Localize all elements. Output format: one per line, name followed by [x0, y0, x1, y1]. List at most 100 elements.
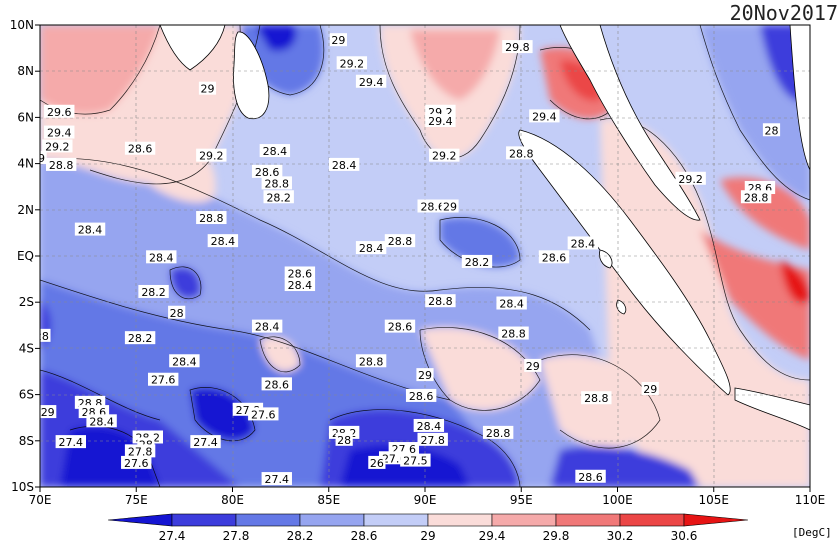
contour-label: 28 — [35, 330, 49, 343]
colorbar-tick-label: 28.6 — [351, 529, 378, 543]
contour-label: 28.8 — [501, 328, 526, 341]
lat-tick-label: 8N — [17, 64, 34, 78]
contour-label-bg — [581, 391, 612, 405]
contour-label: 26 — [370, 457, 384, 470]
contour-label: 27.6 — [124, 457, 149, 470]
contour-label-bg — [251, 164, 283, 178]
lon-tick-label: 80E — [221, 493, 244, 507]
contour-label-bg — [441, 199, 459, 213]
colorbar-arrow-high — [683, 513, 749, 527]
contour-label-bg — [416, 368, 434, 382]
contour-label-bg — [335, 432, 353, 446]
contour-label: 28.6 — [388, 321, 413, 334]
unit-label: [DegC] — [792, 526, 832, 539]
contour-label: 29 — [331, 34, 345, 47]
contour-label-bg — [146, 250, 177, 264]
contour-label: 28.4 — [332, 159, 357, 172]
contour-label-bg — [44, 104, 75, 118]
date-label: 20Nov2017 — [730, 1, 838, 25]
contour-label-bg — [355, 74, 387, 88]
contour-label: 29.2 — [678, 173, 703, 186]
contour-label: 29 — [643, 383, 657, 396]
contour-label-bg — [524, 358, 542, 372]
contour-label: 28.8 — [428, 295, 453, 308]
contour-label-bg — [675, 171, 706, 185]
contour-label: 28.4 — [255, 321, 280, 334]
contour-label: 28.8 — [359, 355, 384, 368]
contour-label: 28.8 — [509, 147, 534, 160]
contour-label: 28.2 — [128, 332, 153, 345]
contour-label: 28.4 — [263, 145, 288, 158]
contour-label: 28.6 — [128, 143, 153, 156]
contour-label-bg — [575, 469, 606, 483]
colorbar-tick-label: 28.2 — [287, 529, 314, 543]
contour-label-bg — [261, 472, 292, 486]
contour-label-bg — [138, 284, 169, 298]
contour-label-bg — [74, 222, 106, 236]
contour-label-bg — [461, 254, 493, 268]
colorbar-tick-label: 29 — [420, 529, 435, 543]
contour-label: 29.4 — [428, 115, 453, 128]
contour-label: 28 — [170, 307, 184, 320]
contour-label-bg — [40, 150, 47, 164]
contour-label-bg — [762, 123, 781, 137]
contour-label-bg — [124, 141, 156, 155]
contour-label: 28.4 — [499, 298, 524, 311]
colorbar-tick-label: 30.6 — [671, 529, 698, 543]
contour-label: 29.2 — [340, 57, 365, 70]
colorbar-swatch — [235, 513, 301, 527]
contour-label: 29.8 — [505, 41, 530, 54]
contour-label-bg — [384, 234, 416, 248]
lon-tick-label: 105E — [699, 493, 730, 507]
contour-label: 27.8 — [420, 434, 445, 447]
contour-label-bg — [261, 377, 292, 391]
lon-tick-label: 70E — [29, 493, 52, 507]
contour-label: 28.4 — [172, 355, 197, 368]
contour-label-bg — [42, 139, 73, 153]
contour-label: 28.4 — [78, 224, 103, 237]
contour-label-bg — [207, 234, 239, 248]
contour-label: 28.2 — [266, 191, 291, 204]
lon-tick-label: 75E — [125, 493, 148, 507]
lat-tick-label: 8S — [19, 434, 34, 448]
contour-label: 28.6 — [255, 166, 280, 179]
contour-label-bg — [417, 432, 448, 446]
contour-label-bg — [284, 266, 316, 280]
contour-label-bg — [284, 278, 316, 292]
contour-label: 28.6 — [420, 200, 445, 213]
contour-label-bg — [248, 407, 279, 421]
contour-label: 28 — [337, 434, 351, 447]
contour-label: 28.4 — [89, 415, 114, 428]
contour-label: 27.6 — [151, 374, 176, 387]
contour-label-bg — [121, 455, 152, 469]
contour-label: 28.4 — [571, 237, 596, 250]
contour-label: 28.6 — [265, 378, 290, 391]
contour-label: 28.8 — [199, 212, 224, 225]
contour-label-bg — [502, 40, 533, 54]
contour-label-bg — [498, 326, 529, 340]
contour-label: 29.6 — [47, 106, 72, 119]
contour-label-bg — [196, 148, 227, 162]
contour-label: 27.4 — [265, 473, 290, 486]
contour-label: 28.2 — [141, 286, 166, 299]
contour-label: 28 — [765, 124, 779, 137]
contour-label: 29 — [526, 360, 540, 373]
contour-label-bg — [496, 296, 527, 310]
lat-tick-label: 2S — [19, 295, 34, 309]
lon-tick-label: 110E — [795, 493, 826, 507]
colorbar-swatch — [363, 513, 429, 527]
contour-label-bg — [329, 33, 347, 47]
contour-label: 28.8 — [744, 191, 769, 204]
contour-label: 27.6 — [251, 408, 276, 421]
contour-label-bg — [124, 444, 156, 458]
contour-label-bg — [417, 199, 448, 213]
contour-label: 27.4 — [193, 436, 218, 449]
contour-label: 28.8 — [388, 235, 413, 248]
lon-tick-label: 100E — [602, 493, 633, 507]
lon-tick-label: 90E — [414, 493, 437, 507]
contour-label: 29.4 — [47, 127, 72, 140]
lat-tick-label: 10N — [10, 18, 34, 32]
colorbar-swatch — [427, 513, 493, 527]
